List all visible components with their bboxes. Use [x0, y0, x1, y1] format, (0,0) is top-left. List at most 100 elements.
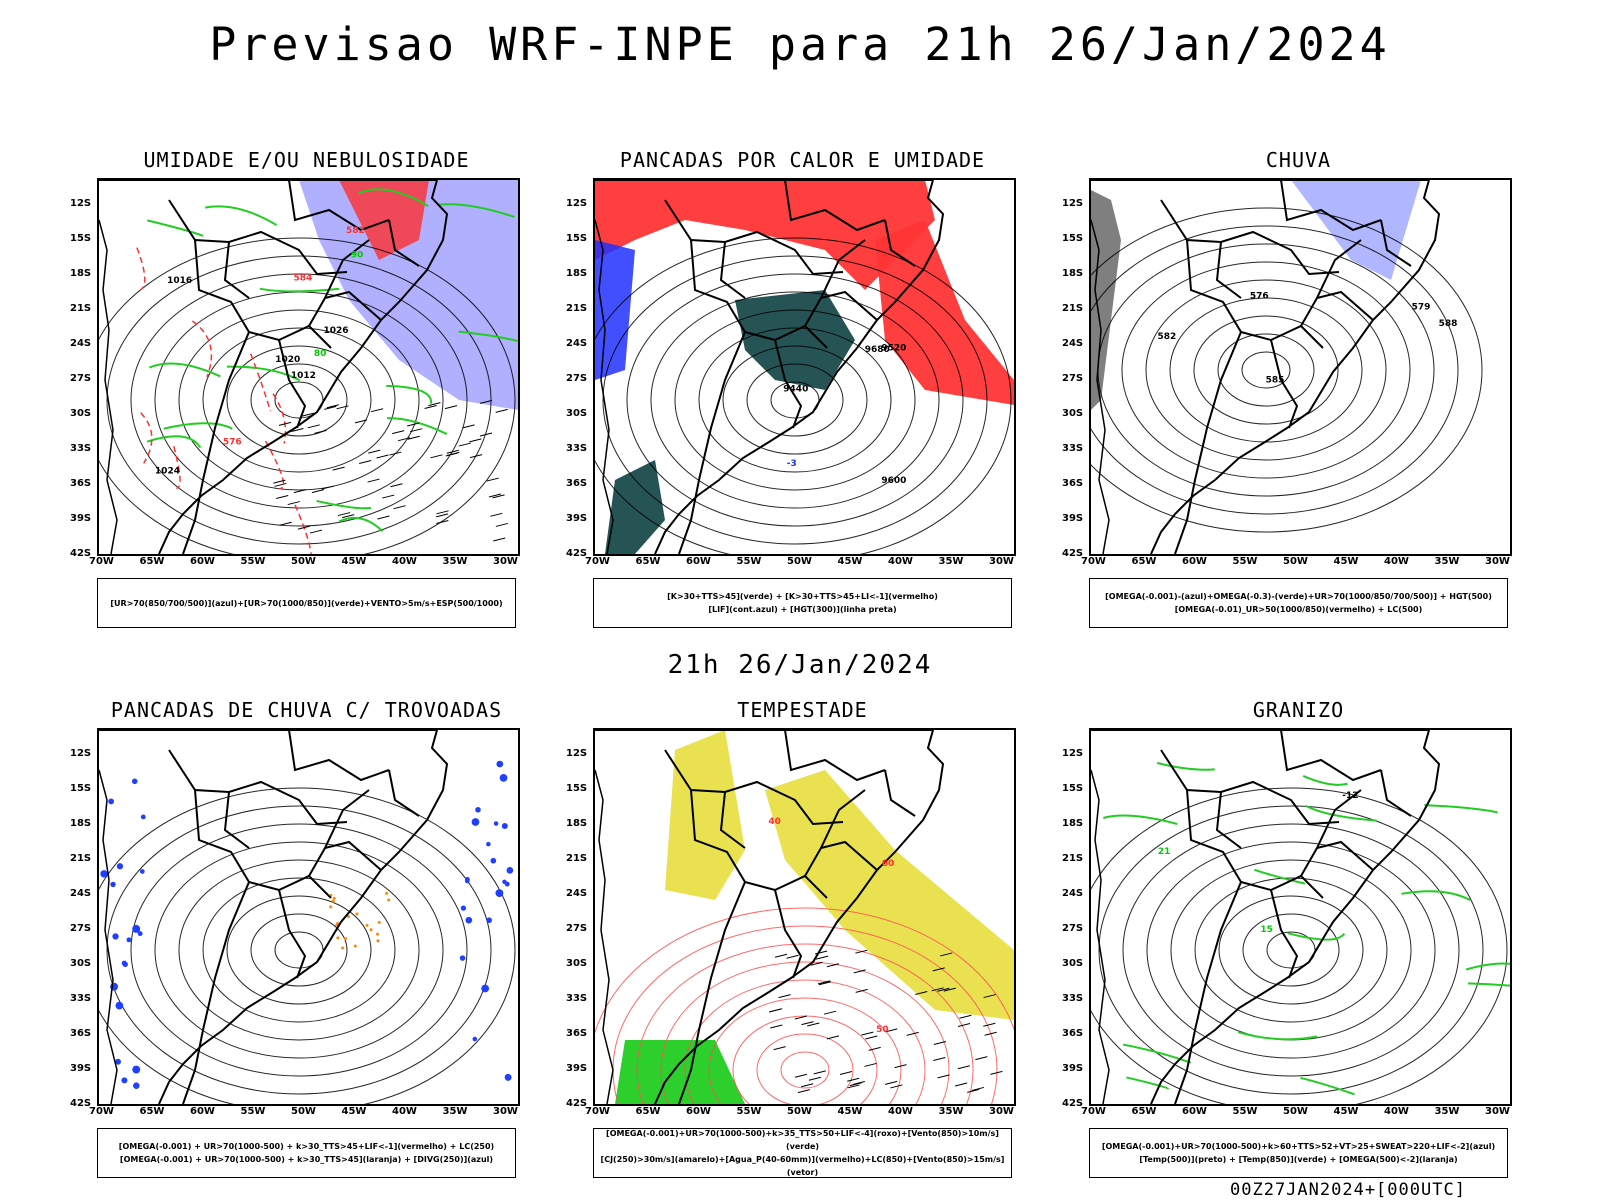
latitude-label: 33S — [70, 443, 92, 454]
latitude-label: 18S — [1062, 268, 1084, 279]
longitude-label: 50W — [1283, 556, 1308, 567]
latitude-label: 30S — [566, 408, 588, 419]
map-canvas: 588 585 582 579 576 — [1091, 180, 1483, 554]
longitude-label: 30W — [1485, 556, 1510, 567]
latitude-label: 21S — [70, 853, 92, 864]
legend-line: [Temp(500)](preto) + [Temp(850)](verde) … — [1139, 1155, 1458, 1164]
latitude-label: 30S — [566, 958, 588, 969]
latitude-label: 27S — [1062, 923, 1084, 934]
longitude-label: 60W — [190, 556, 215, 567]
legend-line: [OMEGA(-0.01)_UR>50(1000/850)(vermelho) … — [1174, 605, 1423, 614]
latitude-label: 12S — [566, 198, 588, 209]
longitude-label: 70W — [89, 556, 114, 567]
contour-label: 576 — [1250, 291, 1269, 301]
forecast-map: -12 15 21 — [1089, 728, 1512, 1106]
latitude-label: 42S — [566, 1098, 588, 1109]
latitude-label: 36S — [70, 478, 92, 489]
map-canvas: 1012 1016 1020 1024 1026 576 582 584 90 80 — [99, 180, 518, 554]
latitude-label: 21S — [1062, 853, 1084, 864]
longitude-label: 70W — [1081, 556, 1106, 567]
forecast-map: 588 585 582 579 576 — [1089, 178, 1512, 556]
panel-legend: [OMEGA(-0.001)-(azul)+OMEGA(-0.3)-(verde… — [1089, 578, 1508, 628]
latitude-label: 39S — [70, 1063, 92, 1074]
legend-line: [K>30+TTS>45](verde) + [K>30+TTS>45+LI<-… — [667, 592, 938, 601]
contour-label: 9680 — [865, 345, 890, 355]
latitude-label: 42S — [70, 548, 92, 559]
longitude-label: 35W — [938, 556, 964, 567]
latitude-label: 33S — [1062, 993, 1084, 1004]
latitude-label: 12S — [566, 748, 588, 759]
latitude-label: 30S — [1062, 958, 1084, 969]
longitude-label: 60W — [1182, 556, 1207, 567]
latitude-label: 36S — [70, 1028, 92, 1039]
contour-label: 9520 — [881, 343, 906, 353]
longitude-label: 40W — [392, 556, 417, 567]
contour-label: 582 — [346, 226, 365, 236]
longitude-label: 45W — [837, 1106, 863, 1117]
latitude-label: 33S — [1062, 443, 1084, 454]
forecast-map: 9680 9600 9520 9440 -3 — [593, 178, 1016, 556]
latitude-label: 33S — [70, 993, 92, 1004]
map-canvas: 40 50 60 — [595, 730, 1014, 1104]
longitude-label: 60W — [686, 1106, 711, 1117]
contour-label: 40 — [768, 817, 781, 827]
longitude-label: 30W — [493, 556, 518, 567]
latitude-label: 24S — [70, 338, 92, 349]
latitude-label: 15S — [70, 233, 92, 244]
main-title: Previsao WRF-INPE para 21h 26/Jan/2024 — [209, 18, 1391, 71]
longitude-label: 50W — [787, 556, 812, 567]
contour-label: 1012 — [291, 371, 316, 381]
latitude-label: 36S — [566, 478, 588, 489]
latitude-label: 36S — [1062, 478, 1084, 489]
latitude-label: 21S — [1062, 303, 1084, 314]
legend-line: [OMEGA(-0.001)+UR>70(1000-500)+k>35_TTS>… — [606, 1129, 999, 1151]
longitude-label: 55W — [1232, 556, 1258, 567]
longitude-label: 45W — [1333, 1106, 1359, 1117]
contour-label: 584 — [294, 274, 313, 284]
legend-line: [UR>70(850/700/500)](azul)+[UR>70(1000/8… — [110, 598, 503, 608]
latitude-label: 15S — [566, 233, 588, 244]
panel-title: CHUVA — [1265, 148, 1332, 172]
longitude-label: 40W — [392, 1106, 417, 1117]
longitude-label: 30W — [1485, 1106, 1510, 1117]
contour-label: 9440 — [783, 385, 808, 395]
contour-label: 90 — [351, 250, 364, 260]
contour-label: 21 — [1158, 847, 1171, 857]
legend-line: [OMEGA(-0.001)+UR>70(1000-500)+k>60+TTS>… — [1101, 1142, 1496, 1151]
latitude-label: 21S — [566, 303, 588, 314]
panel-title: GRANIZO — [1252, 698, 1345, 722]
latitude-label: 30S — [70, 958, 92, 969]
latitude-label: 39S — [566, 1063, 588, 1074]
latitude-label: 18S — [70, 268, 92, 279]
contour-label: 1016 — [167, 276, 192, 286]
longitude-label: 55W — [1232, 1106, 1258, 1117]
longitude-label: 45W — [341, 1106, 367, 1117]
panel-legend: [OMEGA(-0.001) + UR>70(1000-500) + k>30_… — [97, 1128, 516, 1178]
latitude-label: 18S — [1062, 818, 1084, 829]
latitude-label: 30S — [70, 408, 92, 419]
longitude-label: 65W — [139, 1106, 165, 1117]
latitude-label: 18S — [566, 818, 588, 829]
latitude-label: 18S — [70, 818, 92, 829]
latitude-label: 18S — [566, 268, 588, 279]
latitude-label: 24S — [566, 888, 588, 899]
latitude-label: 12S — [1062, 748, 1084, 759]
longitude-label: 30W — [989, 1106, 1014, 1117]
longitude-label: 55W — [240, 556, 266, 567]
latitude-label: 39S — [1062, 1063, 1084, 1074]
longitude-label: 65W — [139, 556, 165, 567]
forecast-map — [97, 728, 520, 1106]
latitude-label: 27S — [566, 923, 588, 934]
contour-label: 80 — [314, 349, 327, 359]
contour-label: 1026 — [324, 326, 349, 336]
longitude-label: 70W — [1081, 1106, 1106, 1117]
latitude-label: 33S — [566, 443, 588, 454]
longitude-label: 50W — [291, 556, 316, 567]
longitude-label: 35W — [938, 1106, 964, 1117]
panel-title: PANCADAS DE CHUVA C/ TROVOADAS — [110, 698, 503, 722]
longitude-label: 55W — [736, 1106, 762, 1117]
longitude-label: 45W — [837, 556, 863, 567]
latitude-label: 12S — [70, 748, 92, 759]
latitude-label: 24S — [1062, 888, 1084, 899]
longitude-label: 55W — [736, 556, 762, 567]
